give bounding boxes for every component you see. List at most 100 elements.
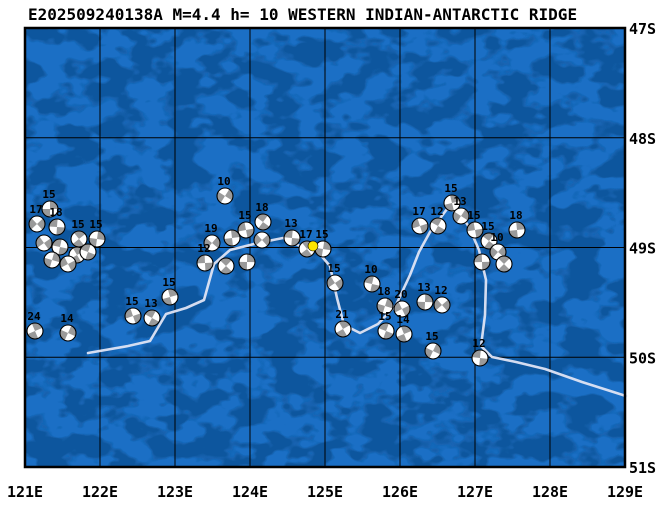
focal-mechanism: 12 [429,205,447,235]
current-event-marker [307,240,319,252]
beachball-outline [433,296,451,314]
depth-label: 21 [335,308,349,321]
depth-label: 13 [417,281,430,294]
plate-boundary-line [86,207,628,398]
beachball-outline [495,255,513,273]
longitude-label: 122E [82,483,118,501]
beachball-quadrants [29,218,45,230]
beachball-quadrants [49,219,65,235]
beachball-quadrants [490,245,506,259]
beachball-quadrants [509,222,525,238]
depth-label: 24 [27,310,41,323]
beachball-quadrants [327,276,343,290]
focal-mechanism [473,253,491,271]
depth-label: 13 [453,195,466,208]
depth-label: 15 [378,310,391,323]
focal-mechanism [43,251,61,269]
depth-label: 17 [29,203,42,216]
focal-mechanism: 13 [143,297,161,327]
beachball-quadrants [378,323,394,339]
beachball-outline [26,322,44,340]
depth-label: 10 [217,175,230,188]
longitude-label: 124E [232,483,268,501]
focal-mechanism: 14 [395,313,413,343]
focal-mechanism: 15 [443,182,461,212]
focal-mechanism: 15 [41,188,59,218]
latitude-label: 48S [629,130,656,148]
depth-label: 15 [71,218,84,231]
beachball-quadrants [434,298,450,312]
beachball-outline [424,342,442,360]
focal-mechanism: 10 [216,175,234,205]
focal-mechanism: 15 [70,218,88,248]
focal-mechanism: 12 [433,284,451,314]
axis-labels: 121E 122E 123E 124E 125E 126E 127E 128E 129E 47S 4… [7,20,656,501]
beachball-quadrants [431,218,445,234]
beachball-outline [377,322,395,340]
focal-mechanism [59,255,77,273]
depth-label: 12 [430,205,443,218]
focal-mechanism [79,243,97,261]
beachball-outline [43,251,61,269]
beachball-outline [238,253,256,271]
depth-label: 12 [434,284,447,297]
beachball-quadrants [417,294,433,310]
focal-mechanism: 12 [471,337,489,367]
beachball-outline [466,221,484,239]
beachball-outline [393,300,411,318]
beachball-quadrants [27,323,43,339]
beachball-outline [443,194,461,212]
beachball-quadrants [425,343,441,359]
beachball-outline [196,254,214,272]
focal-mechanism: 17 [411,205,429,235]
beachball-quadrants [125,308,141,324]
depth-label: 15 [327,262,340,275]
map-border [23,26,627,469]
focal-mechanism: 24 [26,310,44,340]
depth-label: 13 [144,297,157,310]
beachball-quadrants [44,252,60,268]
beachball-quadrants [474,254,490,270]
depth-label: 10 [364,263,377,276]
focal-mechanism: 18 [376,285,394,315]
depth-label: 15 [481,220,494,233]
beachball-outline [363,275,381,293]
depth-label: 13 [284,217,297,230]
depth-label: 12 [472,337,485,350]
beachball-quadrants [254,234,270,246]
beachball-quadrants [224,230,240,246]
beachball-outline [28,215,46,233]
focal-mechanism [238,253,256,271]
beachball-outline [35,234,53,252]
longitude-label: 125E [307,483,343,501]
depth-label: 20 [394,288,407,301]
focal-mechanism: 15 [237,209,255,239]
depth-label: 17 [412,205,425,218]
focal-mechanism [217,257,235,275]
focal-mechanism: 15 [466,209,484,239]
depth-label: 15 [467,209,480,222]
beachball-quadrants [144,310,160,326]
beachball-quadrants [453,209,469,223]
beachball-outline [508,221,526,239]
beachball-quadrants [467,222,483,238]
depth-label: 18 [255,201,268,214]
depth-label: 18 [509,209,522,222]
beachball-quadrants [444,195,460,211]
beachball-outline [143,309,161,327]
beachball-quadrants [220,258,232,274]
beachball-quadrants [412,218,428,234]
focal-mechanism: 13 [452,195,470,225]
focal-mechanism: 15 [480,220,498,250]
depth-label: 18 [377,285,390,298]
beachball-outline [334,320,352,338]
beachball-outline [473,253,491,271]
focal-mechanism: 15 [326,262,344,292]
beachball-outline [216,187,234,205]
beachball-quadrants [60,256,76,272]
beachball-quadrants [256,214,270,230]
latitude-label: 49S [629,240,656,258]
depth-label: 15 [444,182,457,195]
